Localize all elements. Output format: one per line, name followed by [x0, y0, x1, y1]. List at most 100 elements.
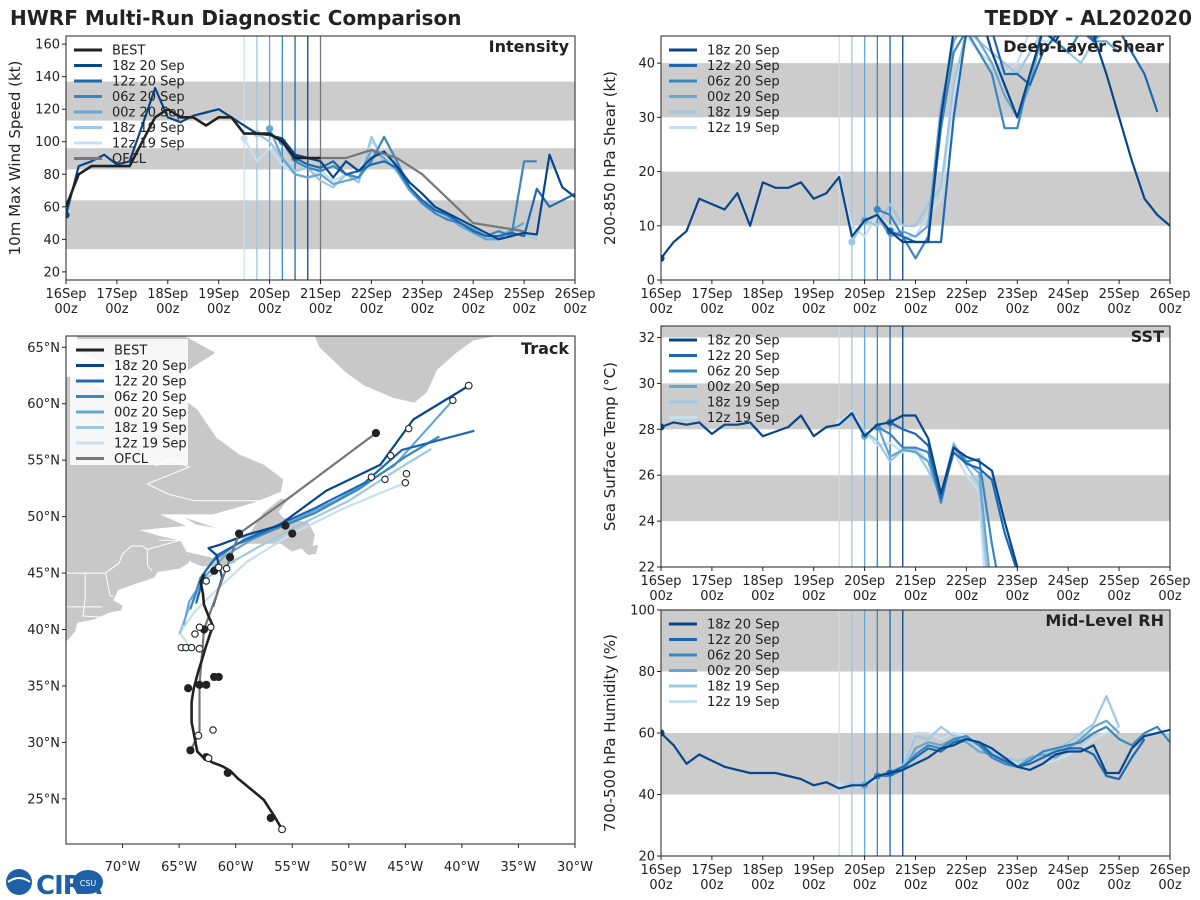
legend-label: 12z 20 Sep: [114, 375, 187, 390]
x-tick-label: 45°W: [387, 860, 423, 875]
series-group: [661, 409, 1019, 567]
legend-label: 18z 19 Sep: [112, 121, 185, 136]
x-tick-label: 30°W: [557, 860, 593, 875]
series-line-18z-20-sep: [661, 412, 1019, 567]
x-tick-label: 00z: [955, 302, 979, 317]
y-tick-label: 24: [638, 515, 655, 530]
track-marker: [186, 746, 195, 755]
x-tick-label: 16Sep: [640, 287, 681, 302]
track-marker-open: [207, 623, 215, 632]
y-tick-label: 40: [638, 57, 655, 72]
x-tick-label: 00z: [207, 302, 231, 317]
x-tick-label: 20Sep: [844, 574, 885, 589]
x-tick-label: 00z: [1057, 589, 1081, 604]
track-marker: [288, 529, 297, 538]
shade-band: [661, 63, 1170, 118]
legend-label: 12z 20 Sep: [112, 75, 185, 90]
y-tick-label: 32: [638, 331, 655, 346]
x-tick-label: 00z: [1006, 589, 1030, 604]
series-line-best: [66, 107, 321, 208]
shear-panel: 01020304016Sep00z17Sep00z18Sep00z19Sep00…: [601, 35, 1191, 317]
x-tick-label: 40°W: [444, 860, 480, 875]
shade-band: [661, 610, 1170, 672]
x-tick-label: 00z: [649, 878, 673, 893]
legend-label: 18z 20 Sep: [114, 359, 187, 374]
track-marker-open: [195, 644, 204, 653]
y-tick-label: 10: [638, 219, 655, 234]
series-line-18z-20-sep: [661, 728, 1170, 790]
panel-title: Track: [521, 339, 569, 358]
legend-label: 12z 20 Sep: [707, 633, 780, 648]
x-tick-label: 00z: [1107, 878, 1131, 893]
x-tick-label: 00z: [1107, 589, 1131, 604]
state-border: [105, 573, 114, 598]
us-canada-border: [66, 545, 153, 574]
y-axis-label: Sea Surface Temp (°C): [601, 362, 619, 531]
track-marker-open: [367, 473, 376, 481]
legend-label: OFCL: [114, 452, 149, 467]
legend-label: 06z 20 Sep: [707, 649, 780, 664]
track-marker-open: [194, 731, 203, 740]
track-marker: [195, 680, 204, 689]
x-tick-label: 24Sep: [1048, 574, 1089, 589]
x-tick-label: 00z: [309, 302, 333, 317]
series-line-12z-20-sep: [889, 36, 1159, 244]
y-tick-label: 30: [638, 111, 655, 126]
series-start-dot: [661, 729, 665, 737]
x-tick-label: 22Sep: [351, 287, 392, 302]
track-marker-open: [214, 563, 223, 572]
y-tick-label: 55°N: [27, 454, 60, 469]
track-marker-open: [209, 726, 217, 734]
x-tick-label: 00z: [1057, 302, 1081, 317]
track-marker: [266, 813, 275, 823]
x-tick-label: 00z: [904, 589, 928, 604]
x-tick-label: 21Sep: [895, 863, 936, 878]
y-axis-label: 10m Max Wind Speed (kt): [6, 61, 24, 256]
x-tick-label: 21Sep: [895, 287, 936, 302]
storm-title: TEDDY - AL202020: [985, 6, 1192, 30]
y-tick-label: 30: [638, 377, 655, 392]
x-tick-label: 00z: [1107, 302, 1131, 317]
track-marker-open: [191, 630, 199, 638]
series-start-dot: [661, 254, 665, 262]
x-tick-label: 18Sep: [147, 287, 188, 302]
y-tick-label: 80: [43, 168, 60, 183]
x-tick-label: 00z: [411, 302, 435, 317]
x-tick-label: 19Sep: [793, 863, 834, 878]
legend-label: 18z 20 Sep: [112, 59, 185, 74]
x-tick-label: 00z: [955, 878, 979, 893]
y-tick-label: 40: [638, 788, 655, 803]
y-tick-label: 140: [35, 70, 60, 85]
x-tick-label: 16Sep: [640, 863, 681, 878]
x-tick-label: 16Sep: [640, 574, 681, 589]
shade-band: [661, 383, 1170, 430]
y-tick-label: 30°N: [27, 736, 60, 751]
track-marker: [234, 529, 244, 538]
legend-label: 12z 19 Sep: [112, 137, 185, 152]
series-line-12z-20-sep: [294, 157, 575, 238]
x-tick-label: 00z: [1006, 302, 1030, 317]
anticosti-island: [184, 517, 217, 528]
x-tick-label: 26Sep: [554, 287, 595, 302]
track-marker-open: [402, 469, 411, 478]
x-tick-label: 55°W: [274, 860, 310, 875]
x-tick-label: 00z: [54, 302, 78, 317]
x-tick-label: 22Sep: [946, 574, 987, 589]
x-tick-label: 00z: [1057, 878, 1081, 893]
panel-title: Mid-Level RH: [1045, 611, 1164, 630]
x-tick-label: 20Sep: [249, 287, 290, 302]
state-border: [55, 646, 62, 653]
x-tick-label: 17Sep: [96, 287, 137, 302]
x-tick-label: 00z: [563, 302, 587, 317]
series-start-dot: [66, 211, 70, 219]
y-axis-label: 200-850 hPa Shear (kt): [601, 71, 619, 245]
legend-label: 18z 20 Sep: [707, 334, 780, 349]
track-marker: [202, 680, 211, 689]
series-group: [661, 36, 1170, 262]
x-tick-label: 20Sep: [844, 287, 885, 302]
x-tick-label: 24Sep: [453, 287, 494, 302]
province-border: [66, 382, 67, 384]
